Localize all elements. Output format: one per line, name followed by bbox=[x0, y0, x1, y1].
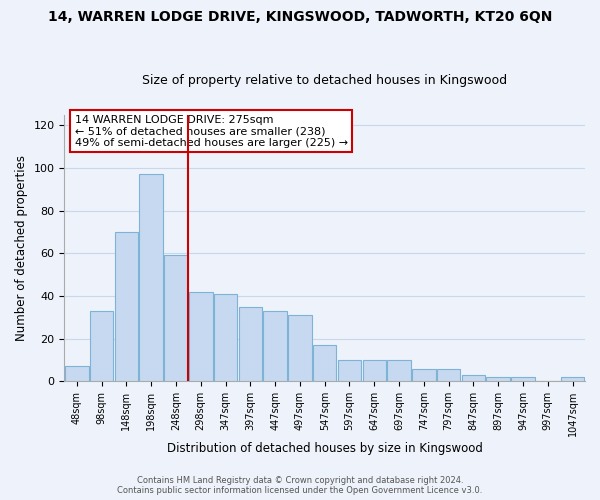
Bar bbox=[362, 360, 386, 382]
Bar bbox=[189, 292, 212, 382]
Bar bbox=[461, 375, 485, 382]
Bar bbox=[90, 311, 113, 382]
Text: Contains HM Land Registry data © Crown copyright and database right 2024.
Contai: Contains HM Land Registry data © Crown c… bbox=[118, 476, 482, 495]
Bar bbox=[214, 294, 238, 382]
Bar bbox=[338, 360, 361, 382]
Text: 14 WARREN LODGE DRIVE: 275sqm
← 51% of detached houses are smaller (238)
49% of : 14 WARREN LODGE DRIVE: 275sqm ← 51% of d… bbox=[75, 114, 348, 148]
Bar bbox=[511, 377, 535, 382]
Bar bbox=[387, 360, 411, 382]
Bar bbox=[437, 368, 460, 382]
Title: Size of property relative to detached houses in Kingswood: Size of property relative to detached ho… bbox=[142, 74, 507, 87]
Bar bbox=[288, 315, 311, 382]
Bar bbox=[561, 377, 584, 382]
Bar bbox=[65, 366, 89, 382]
Bar bbox=[263, 311, 287, 382]
Bar bbox=[164, 256, 188, 382]
Y-axis label: Number of detached properties: Number of detached properties bbox=[15, 155, 28, 341]
Bar bbox=[412, 368, 436, 382]
Bar bbox=[487, 377, 510, 382]
Text: 14, WARREN LODGE DRIVE, KINGSWOOD, TADWORTH, KT20 6QN: 14, WARREN LODGE DRIVE, KINGSWOOD, TADWO… bbox=[48, 10, 552, 24]
Bar bbox=[139, 174, 163, 382]
X-axis label: Distribution of detached houses by size in Kingswood: Distribution of detached houses by size … bbox=[167, 442, 482, 455]
Bar bbox=[239, 306, 262, 382]
Bar bbox=[313, 345, 337, 382]
Bar bbox=[115, 232, 138, 382]
